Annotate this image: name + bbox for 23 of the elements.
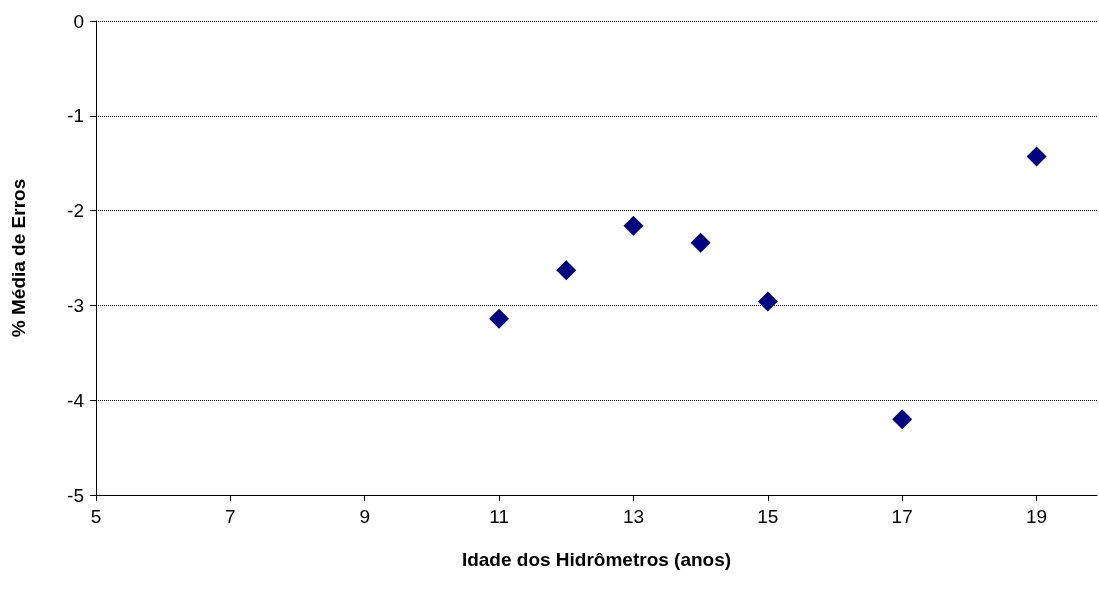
x-tick-label: 11 — [489, 506, 509, 527]
y-tick-label: -2 — [67, 200, 84, 222]
y-tick-label: 0 — [73, 10, 84, 32]
point — [1026, 146, 1047, 167]
y-tick-label: -4 — [67, 389, 85, 411]
x-tick-label: 5 — [90, 506, 102, 527]
point — [892, 409, 913, 430]
x-tick-label: 19 — [1025, 506, 1048, 527]
x-tick-label: 9 — [359, 506, 371, 527]
y-axis-title: % Média de Erros — [8, 178, 29, 338]
x-axis-title: Idade dos Hidrômetros (anos) — [461, 549, 732, 570]
point — [556, 260, 577, 281]
y-tick-label: -5 — [67, 484, 84, 506]
x-tick-label: 17 — [891, 506, 913, 527]
y-tick-label: -1 — [67, 105, 84, 127]
y-tick-label: -3 — [67, 294, 84, 316]
x-tick-label: 13 — [622, 506, 645, 527]
x-tick-label: 15 — [757, 506, 779, 527]
point — [623, 215, 644, 236]
point — [489, 308, 510, 329]
point — [690, 232, 711, 253]
x-tick-label: 7 — [225, 506, 236, 527]
point — [757, 291, 778, 312]
